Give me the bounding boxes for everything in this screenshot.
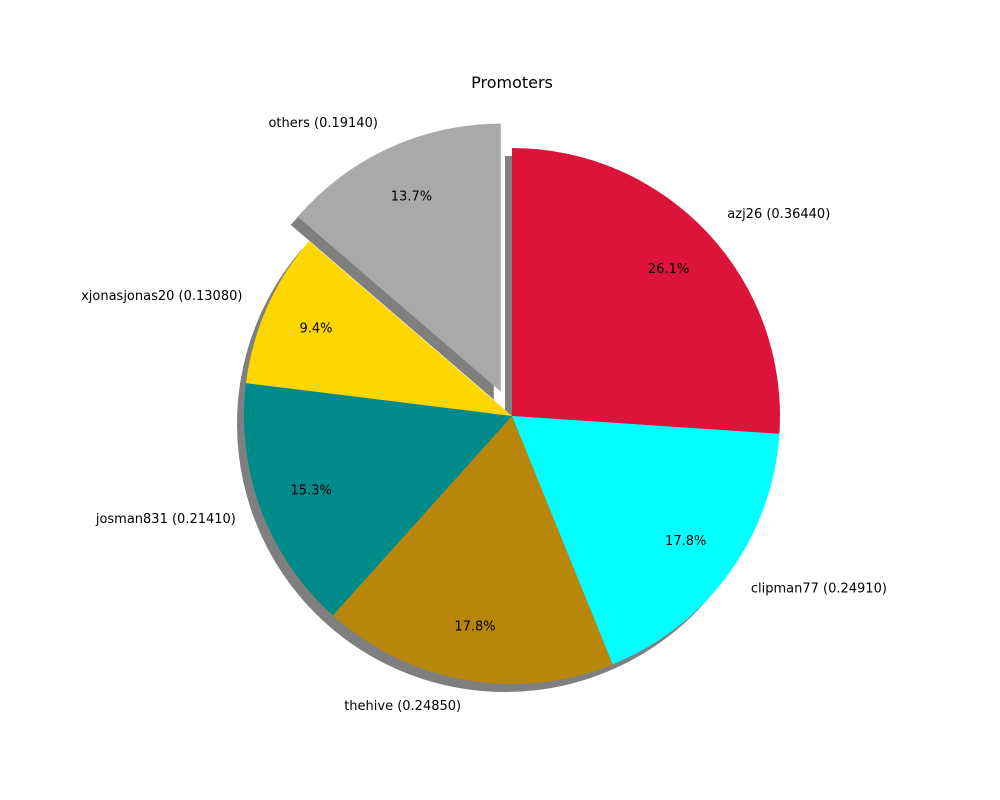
slice-labels: azj26 (0.36440) 26.1% clipman77 (0.24910) 1… bbox=[81, 116, 887, 714]
slice-percent-thehive: 17.8% bbox=[454, 620, 495, 635]
slice-xjonasjonas20 bbox=[246, 241, 512, 416]
slice-percent-azj26: 26.1% bbox=[648, 262, 689, 277]
slice-percent-xjonasjonas20: 9.4% bbox=[299, 322, 332, 337]
slice-josman831 bbox=[243, 383, 512, 616]
slice-azj26 bbox=[512, 148, 780, 434]
slice-label-azj26: azj26 (0.36440) bbox=[727, 207, 830, 222]
slice-percent-others: 13.7% bbox=[391, 189, 432, 204]
slice-label-others: others (0.19140) bbox=[268, 116, 377, 131]
slice-label-josman831: josman831 (0.21410) bbox=[95, 512, 236, 527]
slice-clipman77 bbox=[512, 416, 780, 665]
slice-others bbox=[297, 123, 501, 392]
slice-percent-josman831: 15.3% bbox=[291, 484, 332, 499]
slice-label-xjonasjonas20: xjonasjonas20 (0.13080) bbox=[81, 289, 242, 304]
slice-thehive bbox=[332, 416, 613, 684]
chart-title: Promoters bbox=[471, 73, 553, 92]
slices bbox=[243, 123, 780, 684]
slice-label-clipman77: clipman77 (0.24910) bbox=[751, 581, 887, 596]
slice-percent-clipman77: 17.8% bbox=[665, 534, 706, 549]
slice-label-thehive: thehive (0.24850) bbox=[344, 699, 461, 714]
